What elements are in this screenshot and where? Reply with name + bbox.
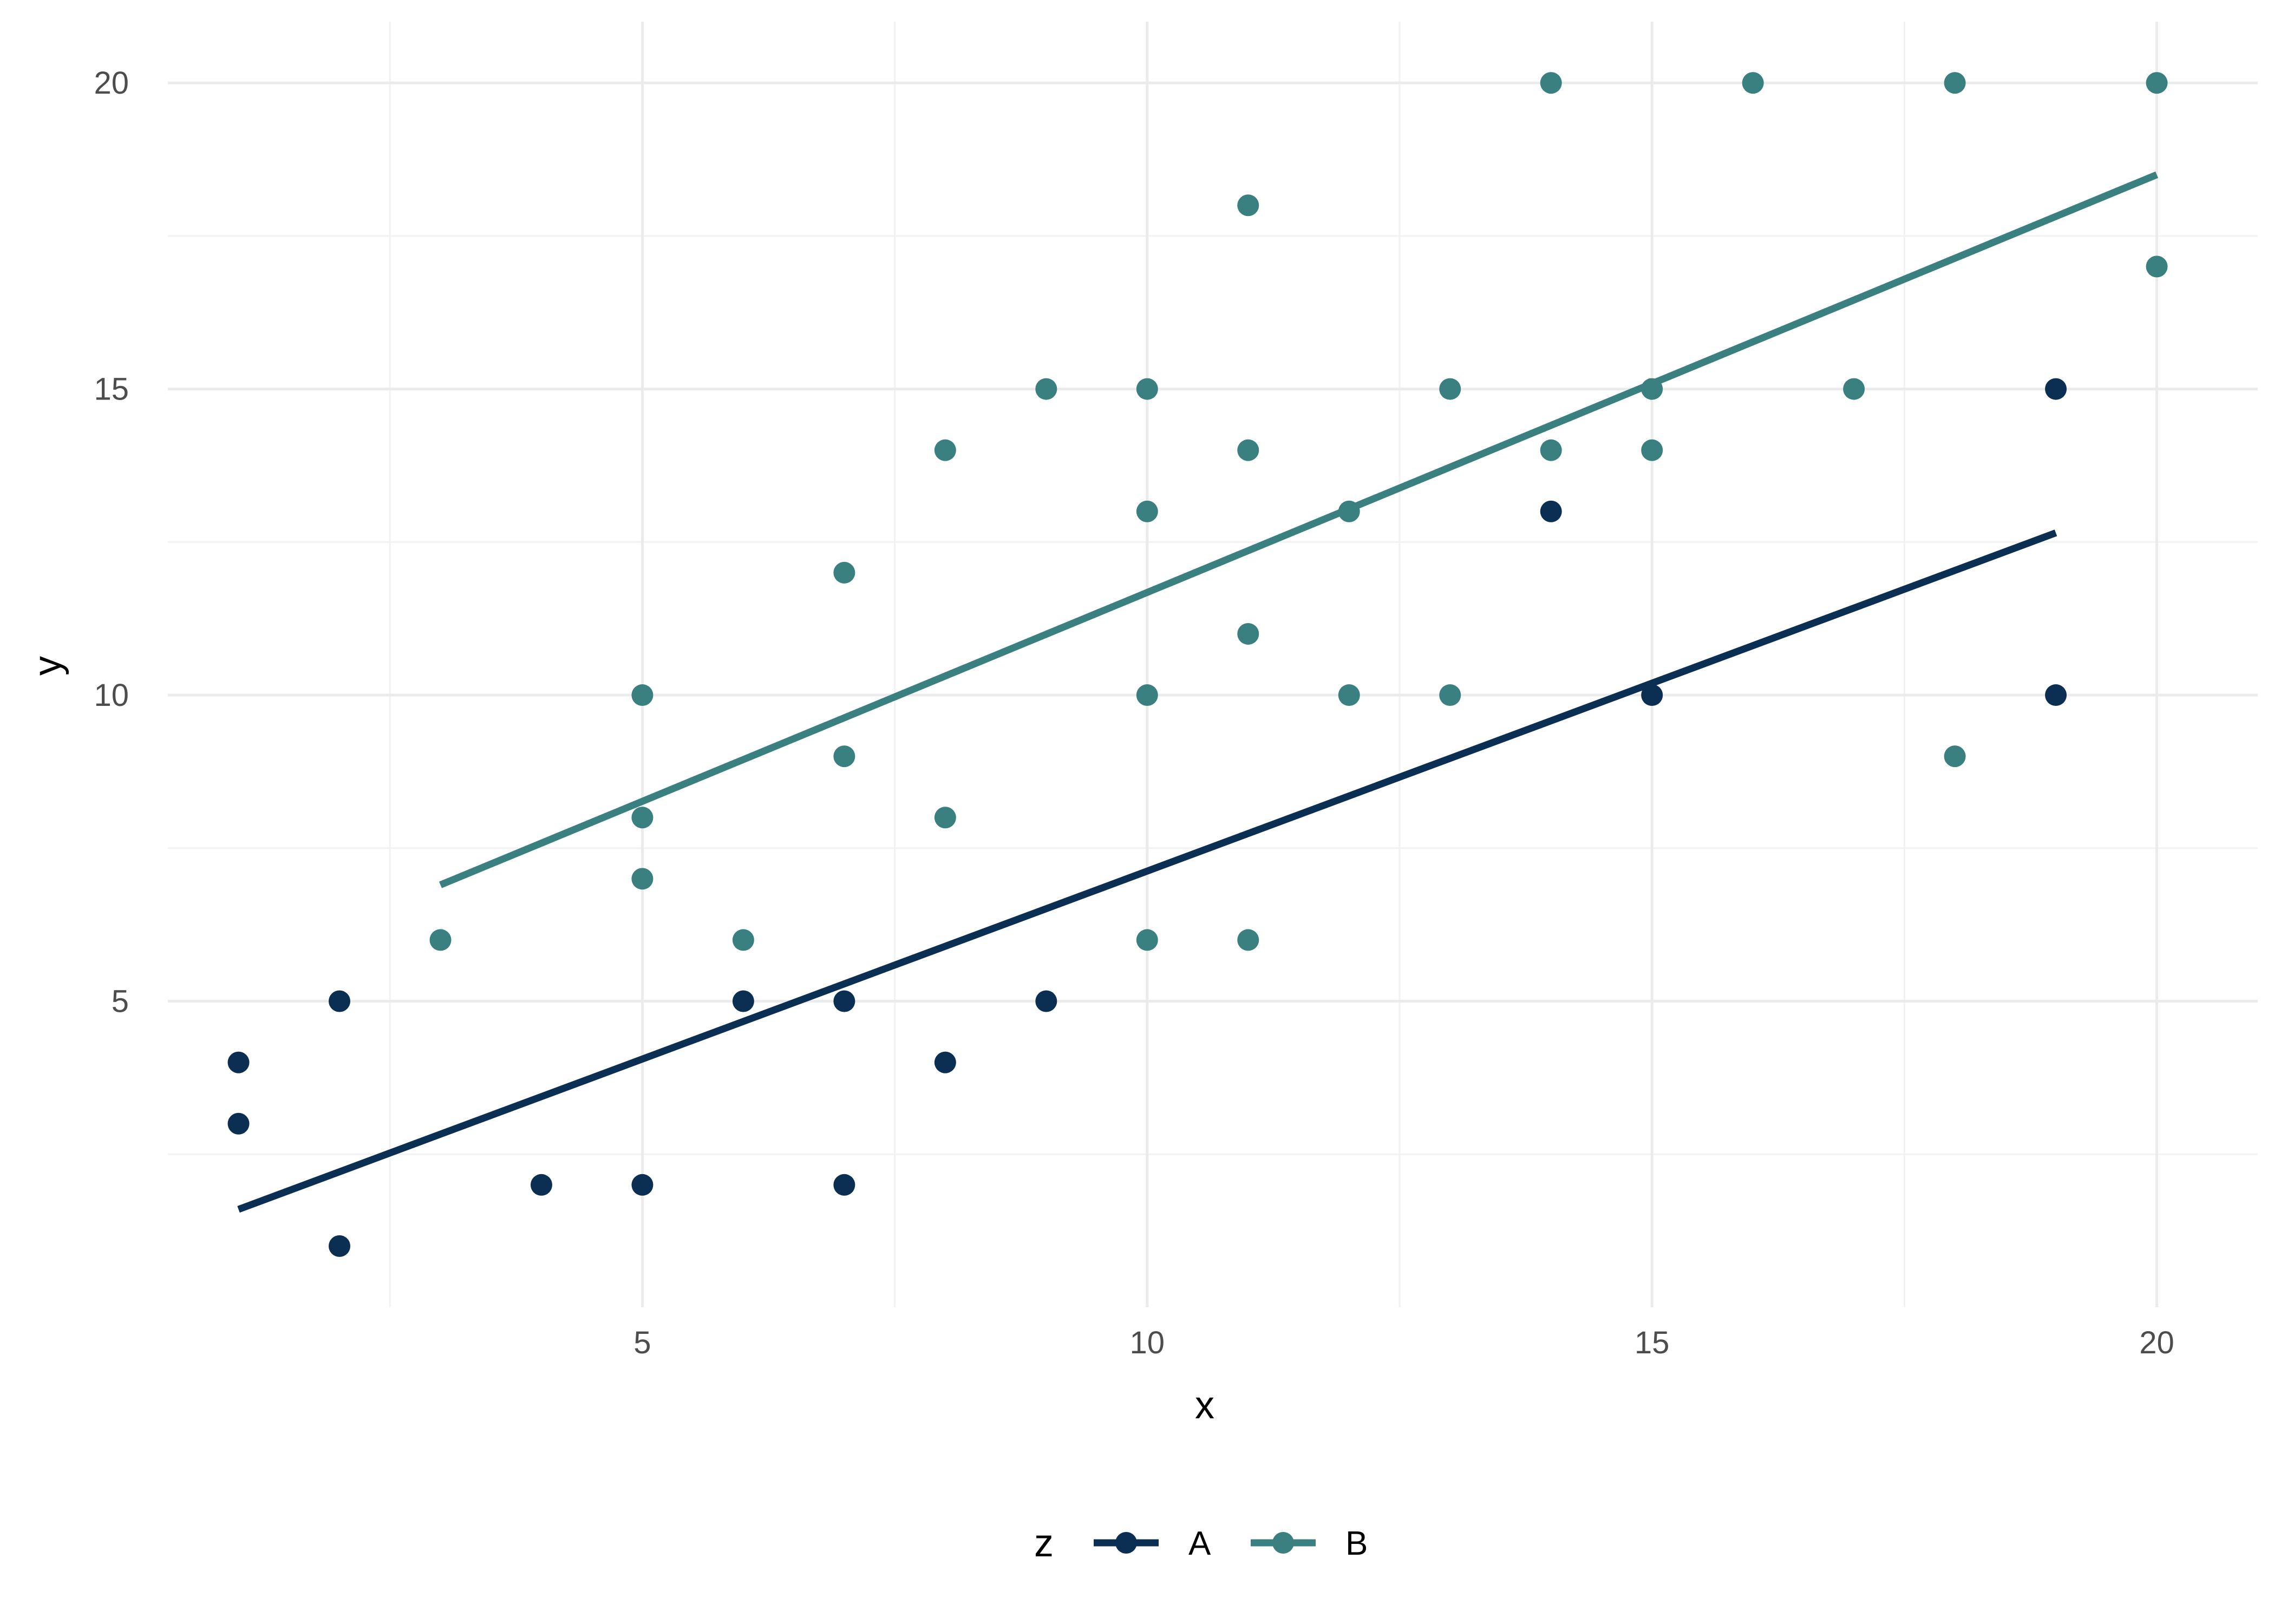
y-tick-label-5: 5 — [112, 984, 129, 1019]
legend-key-point-B — [1272, 1532, 1294, 1554]
x-axis-ticks: 5 10 15 20 — [633, 1325, 2174, 1360]
x-tick-label-15: 15 — [1635, 1325, 1670, 1360]
point-B-17 — [1237, 929, 1259, 951]
point-B-18 — [1338, 500, 1360, 522]
point-B-30 — [2146, 72, 2168, 94]
point-B-22 — [1540, 72, 1562, 94]
point-A-8 — [833, 1174, 855, 1196]
legend-label-A: A — [1188, 1525, 1211, 1562]
point-B-2 — [631, 807, 654, 829]
y-axis-ticks: 5 10 15 20 — [94, 66, 129, 1019]
y-tick-label-10: 10 — [94, 678, 129, 713]
point-A-7 — [833, 990, 855, 1012]
point-B-26 — [1742, 72, 1764, 94]
point-A-12 — [1641, 684, 1663, 706]
trend-line-A — [237, 529, 2057, 1213]
x-axis-title: x — [1195, 1384, 1214, 1427]
point-B-31 — [2146, 256, 2168, 278]
grid-major — [168, 22, 2258, 1307]
point-B-16 — [1237, 623, 1259, 645]
point-A-4 — [530, 1174, 552, 1196]
point-B-15 — [1237, 439, 1259, 461]
point-B-25 — [1641, 439, 1663, 461]
point-A-1 — [227, 1112, 250, 1135]
legend-item-A: A — [1094, 1525, 1211, 1562]
point-B-14 — [1237, 194, 1259, 217]
x-tick-label-20: 20 — [2139, 1325, 2174, 1360]
point-B-7 — [934, 439, 956, 461]
point-B-3 — [631, 868, 654, 890]
point-B-6 — [833, 745, 855, 768]
legend-label-B: B — [1345, 1525, 1368, 1562]
point-A-11 — [1540, 500, 1562, 522]
point-A-10 — [1035, 990, 1057, 1012]
legend-title: z — [1034, 1522, 1054, 1565]
y-axis-title: y — [26, 656, 69, 676]
point-B-5 — [833, 561, 855, 584]
legend-key-point-A — [1115, 1532, 1137, 1554]
point-B-21 — [1439, 684, 1461, 706]
grid-minor — [168, 22, 2258, 1307]
point-B-12 — [1136, 684, 1158, 706]
point-A-0 — [227, 1051, 250, 1073]
point-B-27 — [1843, 378, 1865, 400]
trend-line-B — [439, 171, 2159, 888]
point-B-4 — [732, 929, 754, 951]
point-A-3 — [329, 1235, 351, 1257]
point-B-23 — [1540, 439, 1562, 461]
point-A-5 — [631, 1174, 654, 1196]
point-B-29 — [1944, 745, 1966, 768]
point-B-24 — [1641, 378, 1663, 400]
x-tick-label-10: 10 — [1130, 1325, 1165, 1360]
trend-lines — [237, 171, 2159, 1213]
y-tick-label-15: 15 — [94, 372, 129, 407]
point-B-28 — [1944, 72, 1966, 94]
point-A-6 — [732, 990, 754, 1012]
legend-item-B: B — [1251, 1525, 1368, 1562]
point-A-13 — [2045, 378, 2067, 400]
data-points — [227, 72, 2168, 1257]
point-B-20 — [1439, 378, 1461, 400]
point-A-14 — [2045, 684, 2067, 706]
point-A-2 — [329, 990, 351, 1012]
point-B-9 — [1035, 378, 1057, 400]
point-B-19 — [1338, 684, 1360, 706]
point-B-13 — [1136, 929, 1158, 951]
point-B-8 — [934, 807, 956, 829]
y-tick-label-20: 20 — [94, 66, 129, 101]
point-A-9 — [934, 1051, 956, 1073]
x-tick-label-5: 5 — [633, 1325, 651, 1360]
point-B-10 — [1136, 378, 1158, 400]
point-B-11 — [1136, 500, 1158, 522]
point-B-1 — [631, 684, 654, 706]
point-B-0 — [429, 929, 452, 951]
